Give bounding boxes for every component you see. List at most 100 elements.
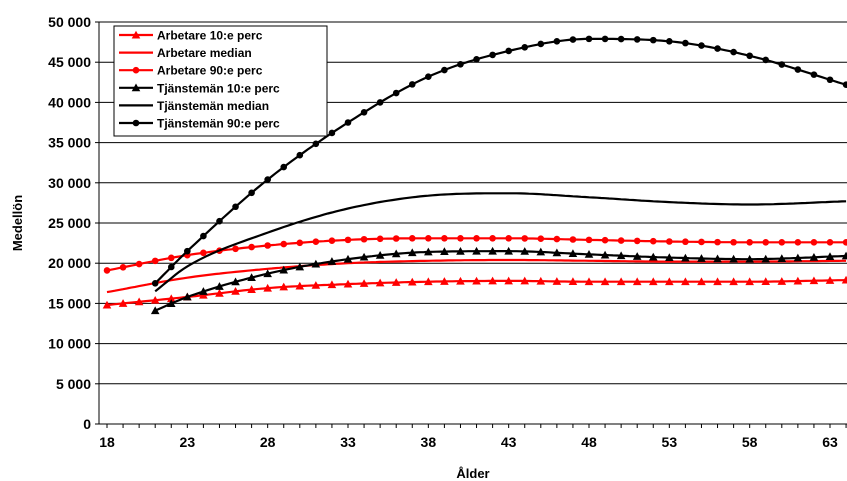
legend: Arbetare 10:e perc Arbetare median Arbetar… <box>113 25 328 137</box>
series-point <box>408 235 416 242</box>
series-point <box>666 238 673 245</box>
series-point <box>762 238 770 246</box>
series-point <box>794 66 802 73</box>
series-point <box>842 238 847 246</box>
series-point <box>521 235 529 242</box>
series-point <box>135 260 143 268</box>
series-point <box>682 39 689 47</box>
series-point <box>841 251 847 260</box>
x-tick-label: 63 <box>822 434 838 450</box>
legend-label: Tjänstemän 90:e perc <box>157 117 280 131</box>
series-point <box>681 277 690 286</box>
series-point <box>472 276 481 285</box>
series-line <box>154 250 847 312</box>
series-point <box>151 257 159 265</box>
series-point <box>280 163 288 171</box>
series-point <box>359 279 369 287</box>
series-point <box>697 254 706 262</box>
series-point <box>327 257 337 265</box>
x-tick-labels: 18 23 28 33 38 43 48 53 58 63 <box>99 434 838 450</box>
legend-label: Arbetare 10:e perc <box>157 29 263 43</box>
legend-marker <box>132 119 140 127</box>
series-point <box>489 234 496 242</box>
series-point <box>681 253 690 262</box>
series-point <box>441 234 448 242</box>
series-point <box>648 252 658 261</box>
series-point <box>424 247 433 256</box>
series-point <box>200 249 207 257</box>
series-point <box>633 36 641 43</box>
series-point <box>504 246 513 255</box>
series-point <box>665 277 674 286</box>
series-point <box>745 254 754 263</box>
series-point <box>698 42 705 49</box>
series-point <box>295 262 305 271</box>
series-5 <box>154 192 847 293</box>
series-point <box>616 251 626 260</box>
series-point <box>392 235 400 242</box>
series-point <box>457 234 464 242</box>
series-point <box>730 48 737 56</box>
x-tick-label: 48 <box>581 434 597 450</box>
series-point <box>166 299 176 307</box>
x-axis-title: Ålder <box>456 466 489 481</box>
series-point <box>777 254 787 263</box>
series-point <box>826 238 834 246</box>
axes <box>95 21 847 428</box>
series-point <box>456 276 465 285</box>
series-point <box>375 278 385 287</box>
x-tick-label: 28 <box>260 434 276 450</box>
series-point <box>344 119 352 126</box>
series-point <box>216 217 223 225</box>
y-tick-label: 50 000 <box>48 14 91 30</box>
series-point <box>457 60 464 68</box>
series-point <box>215 288 224 297</box>
series-point <box>279 282 289 291</box>
series-point <box>407 277 417 286</box>
series-point <box>809 252 819 261</box>
series-point <box>793 276 803 285</box>
series-point <box>296 151 304 159</box>
x-tick-label: 58 <box>742 434 758 450</box>
legend-label: Arbetare median <box>157 46 252 60</box>
legend-item: Tjänstemän 90:e perc <box>119 117 280 131</box>
series-point <box>666 37 673 45</box>
series-point <box>392 89 400 97</box>
series-point <box>601 236 609 244</box>
series-point <box>295 281 305 290</box>
series-point <box>247 285 256 294</box>
y-tick-labels: 0 5 000 10 000 15 000 20 000 25 000 30 000 35 0… <box>48 14 91 432</box>
series-point <box>134 297 144 306</box>
series-point <box>424 277 433 286</box>
legend-item: Arbetare 90:e perc <box>119 64 263 78</box>
series-point <box>600 277 610 286</box>
series-point <box>552 277 562 285</box>
series-point <box>264 242 271 249</box>
series-point <box>537 40 545 48</box>
series-point <box>407 248 417 257</box>
series-point <box>391 249 401 258</box>
series-point <box>585 35 593 43</box>
series-point <box>200 232 207 240</box>
series-point <box>231 287 240 295</box>
series-point <box>713 254 722 263</box>
series-point <box>150 306 160 315</box>
series-point <box>632 277 642 286</box>
series-point <box>231 277 240 286</box>
series-point <box>746 52 753 60</box>
series-point <box>584 250 594 258</box>
series-point <box>520 247 530 255</box>
series-point <box>440 247 449 255</box>
series-point <box>343 254 353 263</box>
series-point <box>730 238 737 246</box>
series-point <box>263 283 272 292</box>
x-tick-label: 43 <box>501 434 517 450</box>
legend-box <box>113 25 328 137</box>
series-point <box>600 250 610 259</box>
series-point <box>825 252 835 261</box>
series-point <box>682 238 689 246</box>
series-point <box>441 66 448 74</box>
series-point <box>264 176 271 183</box>
series-point <box>617 35 625 43</box>
series-point <box>472 246 481 255</box>
